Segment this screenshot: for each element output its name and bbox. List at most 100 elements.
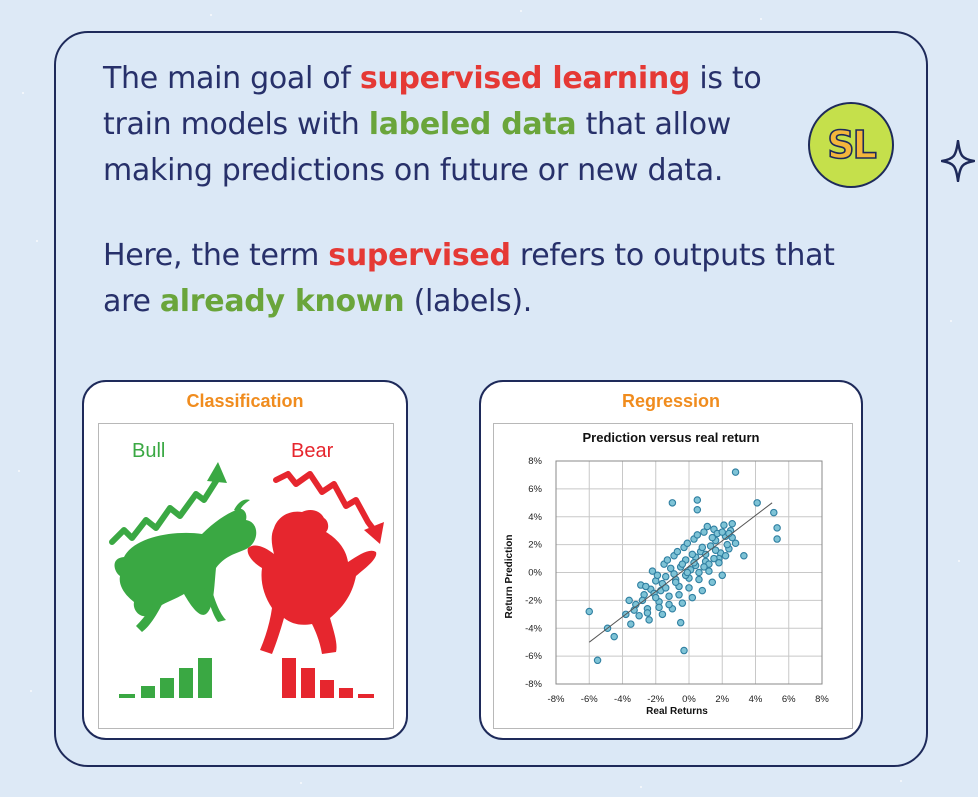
data-point bbox=[703, 522, 712, 531]
background-speck bbox=[900, 780, 902, 782]
data-point bbox=[731, 468, 740, 476]
x-tick-label: -8% bbox=[548, 694, 565, 705]
y-tick-label: 2% bbox=[528, 540, 542, 551]
chart-title: Prediction versus real return bbox=[582, 430, 760, 445]
data-point bbox=[661, 584, 670, 592]
data-point bbox=[635, 611, 643, 620]
y-tick-label: -4% bbox=[525, 623, 542, 634]
x-tick-label: 8% bbox=[815, 694, 829, 705]
data-point bbox=[770, 508, 778, 517]
data-point bbox=[728, 519, 736, 528]
data-point bbox=[676, 618, 685, 627]
background-speck bbox=[30, 690, 32, 692]
data-point bbox=[683, 568, 692, 577]
y-tick-label: -8% bbox=[525, 679, 542, 690]
growth-bars bbox=[119, 658, 212, 698]
data-point bbox=[695, 575, 703, 584]
background-speck bbox=[22, 92, 24, 94]
data-point bbox=[710, 554, 718, 563]
data-point bbox=[753, 499, 761, 507]
background-speck bbox=[36, 240, 38, 242]
classification-title: Classification bbox=[186, 391, 304, 411]
data-point bbox=[625, 596, 633, 605]
data-point bbox=[643, 609, 652, 617]
data-point bbox=[678, 560, 687, 568]
bull-label: Bull bbox=[132, 440, 166, 462]
data-point bbox=[678, 599, 687, 607]
x-tick-label: -2% bbox=[647, 694, 664, 705]
background-speck bbox=[760, 18, 762, 20]
bull-bear-illustration bbox=[109, 462, 384, 698]
text-fragment: is to train models with bbox=[103, 61, 762, 142]
data-point bbox=[718, 528, 727, 536]
badge-text: SL bbox=[826, 122, 877, 168]
background-speck bbox=[520, 10, 522, 12]
classification-image-frame bbox=[98, 423, 394, 729]
data-point bbox=[585, 607, 594, 616]
text-fragment: (labels). bbox=[404, 284, 533, 319]
data-point bbox=[642, 582, 650, 591]
plot-area-border bbox=[555, 460, 823, 685]
x-tick-label: 0% bbox=[682, 694, 696, 705]
data-point bbox=[665, 592, 673, 600]
background-speck bbox=[640, 786, 642, 788]
data-point bbox=[688, 550, 697, 559]
data-point bbox=[685, 584, 693, 592]
scatter-chart: -8% -6% -4% -2% 0% 2% 4% 6% 8% 8% 6% 4% 2% 0% -2% -4% -6… bbox=[504, 456, 829, 717]
data-point bbox=[671, 578, 680, 587]
data-point bbox=[693, 506, 702, 514]
y-tick-label: 4% bbox=[528, 512, 542, 523]
data-point bbox=[648, 567, 657, 575]
trend-line bbox=[588, 502, 773, 643]
data-point bbox=[653, 571, 662, 580]
data-point bbox=[627, 620, 635, 628]
bear-icon bbox=[247, 510, 377, 654]
data-point bbox=[658, 610, 667, 619]
data-point bbox=[698, 586, 707, 595]
data-point bbox=[661, 572, 670, 581]
highlight-labeled-data: labeled data bbox=[368, 107, 577, 142]
data-point bbox=[666, 564, 675, 573]
sl-badge: SL bbox=[808, 102, 894, 188]
definition-paragraph: Here, the term supervised refers to outp… bbox=[103, 233, 863, 325]
decline-bars bbox=[282, 658, 374, 698]
data-point bbox=[668, 499, 677, 507]
data-point bbox=[693, 531, 702, 539]
text-fragment: refers to outputs that are bbox=[103, 238, 835, 319]
data-point bbox=[655, 603, 663, 612]
text-fragment: The main goal of bbox=[103, 61, 360, 96]
data-point bbox=[773, 535, 781, 543]
bull-icon bbox=[114, 499, 257, 632]
background-speck bbox=[300, 782, 302, 784]
x-tick-label: 4% bbox=[749, 694, 763, 705]
data-point bbox=[731, 539, 740, 547]
data-point bbox=[665, 600, 673, 609]
data-point bbox=[645, 616, 653, 624]
data-point bbox=[720, 521, 728, 529]
x-tick-label: -6% bbox=[581, 694, 598, 705]
regression-image-frame bbox=[493, 423, 853, 729]
data-point bbox=[698, 543, 707, 552]
data-point bbox=[680, 646, 688, 655]
data-point bbox=[675, 591, 683, 599]
text-fragment: that allow making predictions on future … bbox=[103, 107, 731, 188]
bear-trend-arrow bbox=[273, 471, 384, 544]
data-point bbox=[700, 563, 708, 571]
y-tick-label: 8% bbox=[528, 456, 542, 467]
y-axis-label: Return Prediction bbox=[504, 535, 515, 619]
data-point bbox=[638, 596, 647, 605]
data-point bbox=[593, 656, 602, 665]
data-point bbox=[688, 593, 697, 602]
data-point bbox=[708, 533, 717, 542]
regression-card: Regression Prediction versus real return… bbox=[479, 380, 863, 740]
data-point bbox=[705, 567, 713, 575]
data-point bbox=[610, 632, 618, 641]
data-point bbox=[740, 552, 748, 560]
data-point bbox=[652, 593, 660, 602]
data-point bbox=[700, 528, 708, 536]
bull-trend-arrow bbox=[109, 462, 227, 545]
data-point bbox=[715, 558, 723, 567]
x-axis-label: Real Returns bbox=[646, 706, 708, 717]
y-tick-label: 0% bbox=[528, 568, 542, 579]
background-speck bbox=[950, 320, 952, 322]
